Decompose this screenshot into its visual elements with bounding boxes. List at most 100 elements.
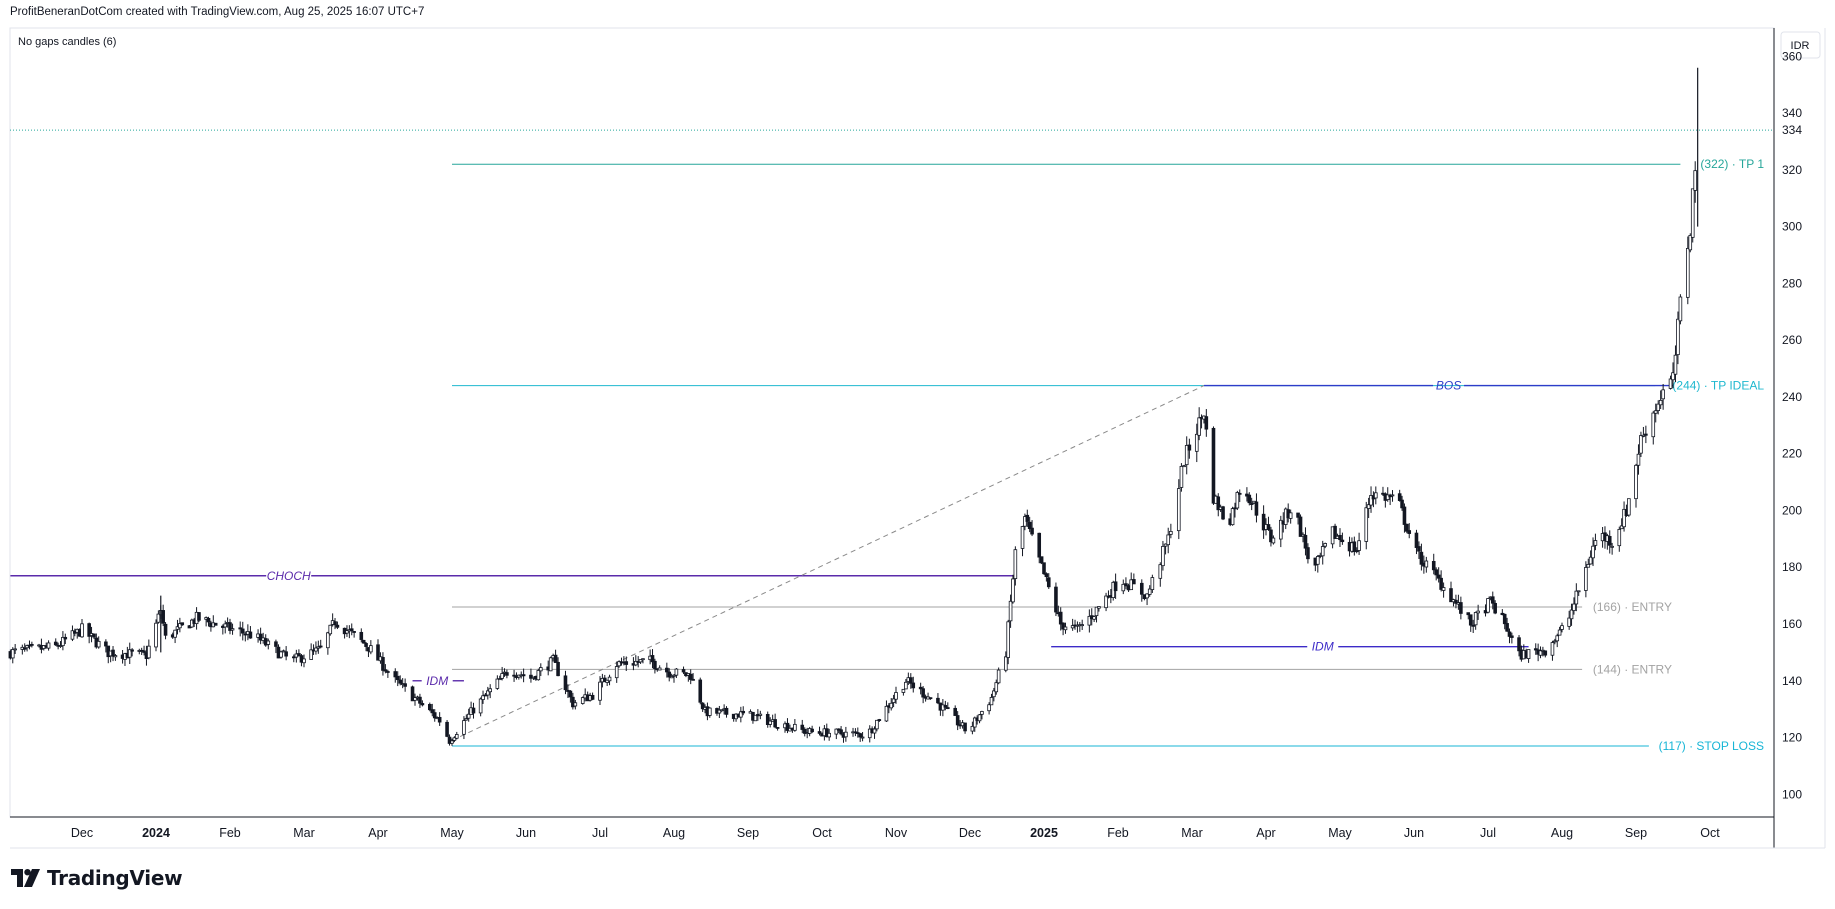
candle: [70, 625, 75, 642]
candle: [624, 656, 629, 672]
candle-body: [333, 621, 337, 626]
candle: [1607, 530, 1612, 554]
candle: [980, 710, 984, 720]
candle-body: [657, 667, 662, 671]
candle-body: [87, 623, 91, 637]
y-tick-label: 200: [1782, 503, 1802, 517]
candle-body: [1139, 582, 1144, 595]
candle-body: [279, 651, 283, 658]
candle-body: [977, 714, 982, 722]
x-tick-label: Jun: [1404, 826, 1424, 840]
candle-body: [617, 661, 621, 667]
candle-body: [359, 631, 364, 640]
candle: [765, 711, 770, 728]
trend-dashed-line: [451, 385, 1205, 741]
candle: [1094, 606, 1099, 623]
x-tick-label: Sep: [737, 826, 759, 840]
candle-body: [1402, 506, 1407, 525]
candle: [156, 610, 161, 624]
y-tick-label: 340: [1782, 106, 1802, 120]
candle-body: [856, 732, 860, 735]
candle-body: [739, 711, 743, 718]
candle: [834, 728, 839, 740]
candle: [1676, 311, 1680, 365]
candle-body: [1639, 435, 1643, 454]
candle-body: [802, 728, 807, 734]
candle-body: [1588, 556, 1593, 565]
candle: [674, 668, 679, 679]
candle-body: [634, 660, 638, 666]
candle: [590, 692, 595, 701]
candle: [240, 621, 245, 641]
candle: [688, 669, 693, 685]
candle: [173, 629, 177, 644]
candle: [500, 666, 504, 681]
candle: [335, 621, 340, 630]
candle-body: [1454, 599, 1458, 604]
candle-body: [1690, 188, 1695, 238]
candle: [1431, 553, 1436, 575]
candle: [80, 619, 84, 638]
candle: [1619, 518, 1624, 530]
candle-body: [667, 671, 672, 678]
candle-body: [989, 697, 994, 706]
candle: [454, 731, 459, 740]
candle: [970, 721, 975, 735]
candle: [824, 723, 829, 738]
y-tick-label: 140: [1782, 674, 1802, 688]
candle: [1374, 486, 1378, 505]
candle-body: [63, 636, 68, 640]
candle: [1132, 573, 1136, 585]
candle-body: [1150, 577, 1155, 590]
candle: [279, 650, 283, 659]
candle: [1517, 635, 1521, 657]
candle-body: [1407, 530, 1412, 534]
tradingview-logo[interactable]: TradingView: [11, 866, 183, 890]
candle-body: [80, 623, 84, 638]
candle: [1092, 615, 1096, 622]
candle-body: [462, 720, 466, 735]
candle-body: [1046, 577, 1051, 588]
candle-body: [1025, 514, 1030, 522]
candle-body: [1323, 543, 1328, 547]
candle: [1553, 638, 1557, 645]
candle-body: [827, 732, 831, 738]
candle-body: [1187, 444, 1192, 451]
candle-body: [768, 720, 772, 725]
candle: [495, 675, 500, 690]
candle: [1044, 572, 1049, 582]
candle-body: [173, 629, 177, 638]
currency-badge[interactable]: [1780, 31, 1821, 59]
candle-body: [1473, 612, 1478, 626]
candle-body: [800, 724, 805, 730]
candle: [1690, 188, 1695, 243]
candle-body: [1560, 625, 1564, 630]
candle: [941, 699, 945, 717]
candle-body: [1037, 532, 1042, 558]
candle-body: [844, 731, 848, 738]
candle: [977, 714, 982, 724]
candle: [1555, 633, 1560, 648]
candle: [1352, 536, 1357, 556]
candle: [1390, 490, 1395, 502]
candle: [1145, 593, 1149, 606]
candle: [1468, 614, 1473, 632]
candle: [1124, 577, 1128, 590]
candle: [717, 705, 722, 719]
candle: [1078, 622, 1082, 632]
candle: [1591, 537, 1595, 567]
candle-body: [437, 716, 442, 723]
candle-body: [590, 694, 595, 700]
candle-body: [1490, 596, 1495, 604]
candle: [1471, 619, 1476, 634]
candle: [614, 661, 619, 683]
candle: [943, 700, 948, 711]
candle-body: [361, 639, 366, 644]
candle: [1298, 514, 1303, 537]
candle: [488, 684, 492, 699]
candle: [1338, 528, 1342, 548]
candle-body: [1169, 531, 1173, 535]
candle-body: [1303, 534, 1308, 549]
candle-body: [1610, 545, 1614, 548]
